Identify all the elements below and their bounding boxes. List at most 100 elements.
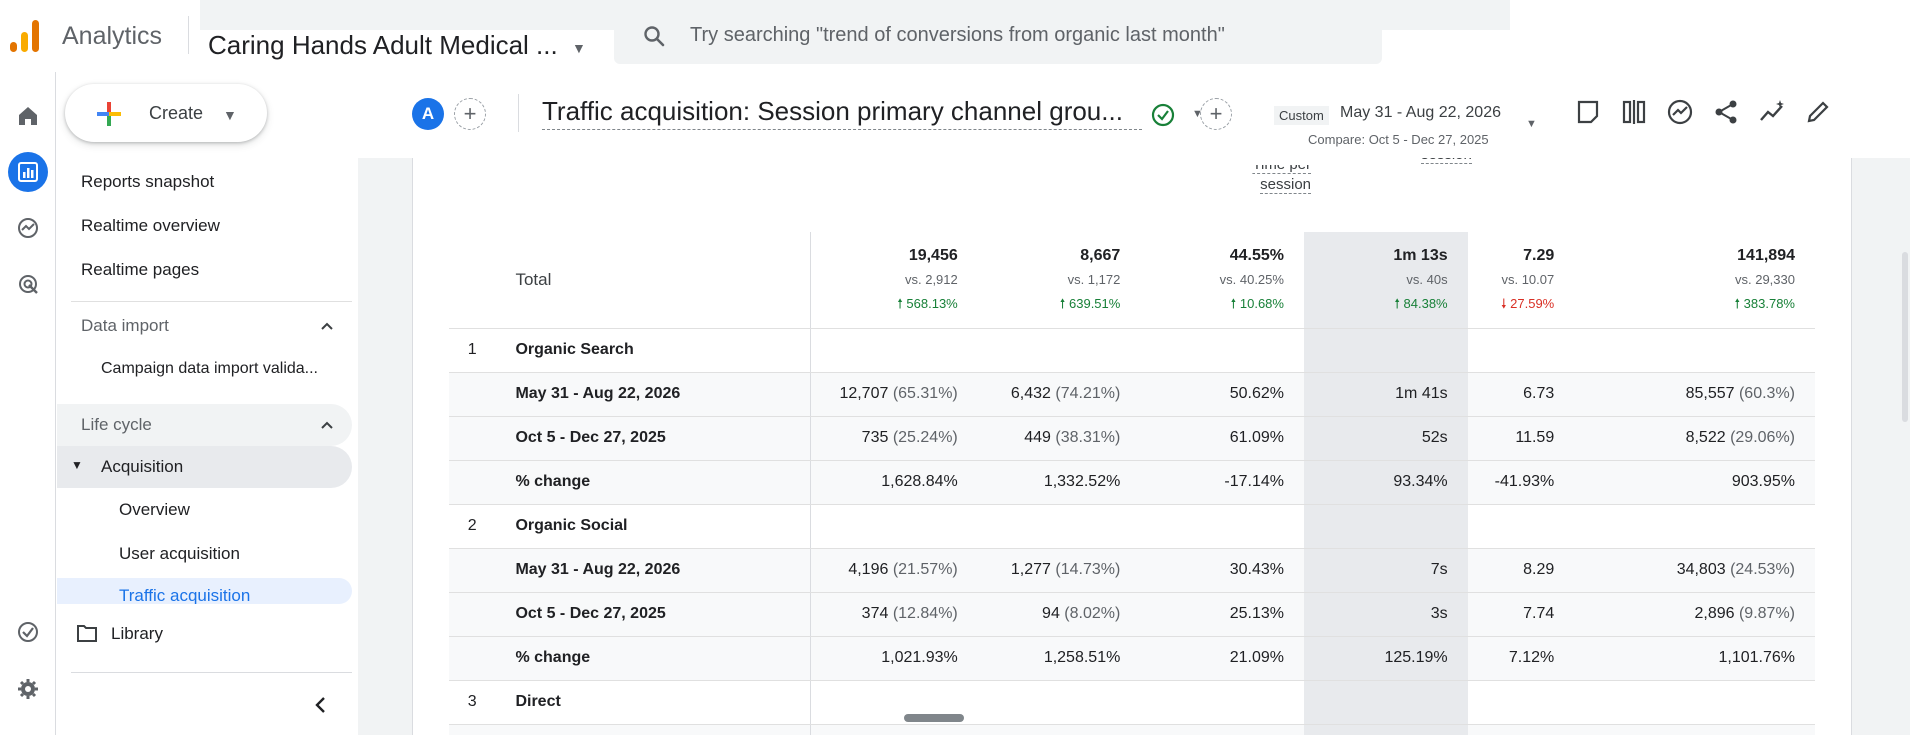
metric-value: 8,522: [1685, 429, 1726, 446]
metric-cell: 85,557 (60.3%): [1574, 372, 1815, 417]
metric-value: 7s: [1430, 561, 1448, 578]
chevron-up-icon[interactable]: [319, 417, 335, 433]
row-index: [449, 548, 496, 593]
insights-sparkle-icon[interactable]: [1758, 98, 1786, 126]
col-header-line2[interactable]: session: [1260, 176, 1311, 194]
total-change: 🠗 27.59%: [1488, 292, 1554, 316]
channel-name[interactable]: Organic Social: [495, 504, 811, 549]
channel-row[interactable]: 1 Organic Search: [449, 328, 1815, 373]
metric-share: (21.57%): [892, 561, 958, 578]
total-vs: vs. 40.25%: [1219, 271, 1284, 287]
nav-item-campaign-data-import[interactable]: Campaign data import valida...: [101, 360, 318, 377]
report-title[interactable]: Traffic acquisition: Session primary cha…: [542, 96, 1142, 130]
explore-icon[interactable]: [8, 208, 48, 248]
nav-section-life-cycle[interactable]: Life cycle: [81, 415, 152, 434]
nav-item-user-acquisition[interactable]: User acquisition: [119, 544, 240, 563]
total-value: 44.55%: [1229, 246, 1284, 264]
metric-share: (29.06%): [1730, 429, 1795, 446]
configure-check-icon[interactable]: [8, 612, 48, 652]
property-selector[interactable]: Caring Hands Adult Medical ...: [208, 30, 558, 60]
property-caret-icon[interactable]: ▼: [572, 40, 586, 56]
check-circle-icon[interactable]: [1150, 102, 1176, 128]
metric-share: (60.3%): [1738, 385, 1795, 402]
compare-icon[interactable]: [1620, 98, 1648, 126]
date-caret-icon[interactable]: ▼: [1526, 118, 1537, 130]
home-icon[interactable]: [8, 96, 48, 136]
search-icon: [644, 26, 665, 47]
caret-down-icon[interactable]: ▼: [71, 458, 83, 472]
nav-item-traffic-acquisition[interactable]: Traffic acquisition: [119, 586, 251, 605]
metric-cell: 34,803 (24.53%): [1574, 548, 1815, 593]
nav-item-overview[interactable]: Overview: [119, 500, 190, 519]
channel-row[interactable]: 3 Direct: [449, 680, 1815, 725]
admin-gear-icon[interactable]: [8, 669, 48, 709]
nav-section-life-cycle-bg: [57, 404, 352, 446]
metric-cell: 8.35: [1467, 724, 1575, 735]
date-range[interactable]: May 31 - Aug 22, 2026: [1340, 104, 1501, 121]
nav-section-data-import[interactable]: Data import: [81, 316, 169, 335]
total-cell: 1m 13s vs. 40s 🠕 84.38%: [1303, 232, 1468, 329]
nav-traffic-acquisition-bg: [57, 578, 352, 604]
col-header-line1[interactable]: Time per: [1252, 158, 1311, 174]
search-bar[interactable]: Try searching "trend of conversions from…: [614, 8, 1382, 64]
customize-report-icon[interactable]: [1574, 98, 1602, 126]
nav-item-realtime-pages[interactable]: Realtime pages: [81, 260, 200, 279]
metric-value: 11.59: [1515, 429, 1555, 446]
total-vs: vs. 1,172: [1067, 271, 1121, 287]
empty-cell: [809, 504, 978, 549]
metric-share: (74.21%): [1055, 385, 1121, 402]
main-content: A + Traffic acquisition: Session primary…: [358, 72, 1910, 735]
empty-cell: [1140, 504, 1304, 549]
chevron-up-icon[interactable]: [319, 318, 335, 334]
total-change: 🠕 10.68%: [1160, 292, 1284, 316]
advertising-icon[interactable]: [8, 264, 48, 304]
metric-cell: 497 (5.73%): [977, 724, 1141, 735]
nav-item-reports-snapshot[interactable]: Reports snapshot: [81, 172, 215, 191]
vertical-scrollbar[interactable]: [1902, 252, 1908, 422]
metric-cell: 6,432 (74.21%): [977, 372, 1141, 417]
create-button[interactable]: Create ▼: [65, 84, 267, 142]
total-value: 19,456: [908, 246, 958, 264]
empty-cell: [1303, 504, 1468, 549]
metric-cell: 903.95%: [1574, 460, 1815, 505]
metric-cell: 7.74: [1467, 592, 1575, 637]
share-icon[interactable]: [1712, 98, 1740, 126]
metric-share: (38.31%): [1055, 429, 1121, 446]
analytics-logo-icon[interactable]: [8, 18, 42, 54]
metric-value: 6,432: [1010, 385, 1051, 402]
nav-item-realtime-overview[interactable]: Realtime overview: [81, 216, 220, 235]
nav-item-library[interactable]: Library: [111, 624, 163, 643]
collapse-chevron-icon[interactable]: [313, 696, 327, 714]
metric-cell: -17.14%: [1140, 460, 1304, 505]
empty-cell: [977, 680, 1141, 725]
channel-name[interactable]: Direct: [495, 680, 811, 725]
comparison-row: % change 1,021.93% 1,258.51% 21.09% 125.19% 7…: [449, 636, 1815, 681]
metric-value: 93.34%: [1393, 473, 1448, 490]
add-comparison-button[interactable]: +: [454, 98, 486, 130]
nav-item-acquisition[interactable]: Acquisition: [101, 457, 184, 476]
header-divider: [518, 94, 519, 132]
metric-value: 12,707: [839, 385, 889, 402]
metric-cell: 12,707 (65.31%): [809, 372, 978, 417]
insights-trend-icon[interactable]: [1666, 98, 1694, 126]
metric-cell: 6.73: [1467, 372, 1575, 417]
metric-cell: 38.11%: [1140, 724, 1304, 735]
horizontal-scrollbar[interactable]: [904, 714, 964, 722]
metric-cell: 4,196 (21.57%): [809, 548, 978, 593]
caret-down-icon: ▼: [223, 107, 237, 123]
reports-icon[interactable]: [8, 152, 48, 192]
metric-value: 21.09%: [1229, 649, 1284, 666]
metric-value: 3s: [1430, 605, 1448, 622]
metric-value: 1,021.93%: [881, 649, 958, 666]
comparison-avatar[interactable]: A: [412, 98, 444, 130]
report-table: Total 19,456 vs. 2,912 🠕 568.13% 8,667 vs. 1,…: [449, 232, 1815, 735]
add-filter-button[interactable]: +: [1200, 98, 1232, 130]
col-header-partial[interactable]: session: [1421, 158, 1472, 164]
row-index: [449, 416, 496, 461]
empty-cell: [1467, 504, 1575, 549]
channel-name[interactable]: Organic Search: [495, 328, 811, 373]
channel-row[interactable]: 2 Organic Social: [449, 504, 1815, 549]
edit-pencil-icon[interactable]: [1804, 98, 1832, 126]
metric-value: 7.74: [1523, 605, 1555, 622]
caret-down-icon[interactable]: ▼: [1192, 108, 1203, 120]
